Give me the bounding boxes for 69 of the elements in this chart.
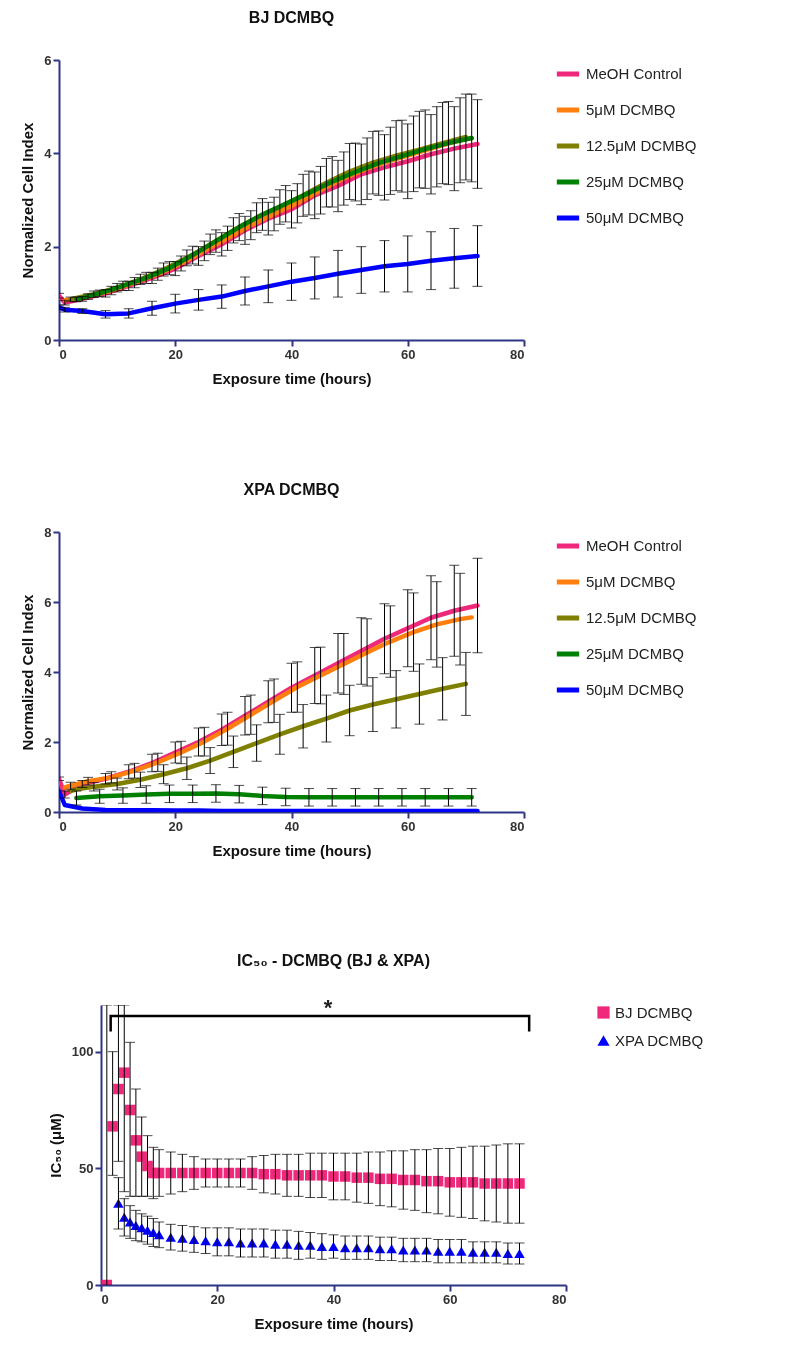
annotation: * — [323, 995, 333, 1021]
x-tick-label: 20 — [210, 1291, 225, 1307]
y-tick-label: 50 — [79, 1160, 94, 1176]
x-tick-label: 60 — [443, 1291, 458, 1307]
y-tick-label: 6 — [44, 594, 52, 610]
point — [421, 1175, 432, 1187]
x-tick-label: 40 — [284, 346, 300, 362]
point — [107, 1121, 118, 1132]
y-axis-title: Normalized Cell Index — [19, 593, 37, 751]
legend-label: 50μM DCMBQ — [586, 681, 684, 698]
legend-label: MeOH Control — [586, 537, 682, 554]
x-tick-label: 0 — [101, 1291, 109, 1307]
x-tick-label: 40 — [284, 818, 300, 834]
x-tick-label: 20 — [168, 818, 183, 834]
point — [235, 1167, 246, 1179]
chart-title: XPA DCMBQ — [243, 481, 340, 498]
point — [444, 1177, 455, 1188]
legend-label: 5μM DCMBQ — [586, 573, 676, 590]
line-series — [59, 788, 480, 812]
point — [113, 1083, 124, 1095]
point — [328, 1171, 339, 1182]
x-tick-label: 0 — [59, 346, 67, 362]
y-axis-title: IC₅₀ (μM) — [46, 1113, 64, 1178]
x-tick-label: 60 — [401, 346, 416, 362]
y-tick-label: 4 — [44, 145, 53, 161]
point — [305, 1170, 316, 1181]
y-tick-label: 2 — [44, 734, 52, 750]
legend-label: MeOH Control — [586, 65, 682, 82]
x-axis-title: Exposure time (hours) — [254, 1314, 414, 1332]
point — [514, 1178, 525, 1189]
line-series — [59, 253, 480, 317]
point — [351, 1172, 362, 1183]
point — [270, 1168, 281, 1180]
x-axis-title: Exposure time (hours) — [212, 841, 372, 859]
legend-label: BJ DCMBQ — [615, 1003, 693, 1021]
legend-label: XPA DCMBQ — [615, 1031, 704, 1049]
x-tick-label: 60 — [401, 818, 416, 834]
point — [200, 1167, 211, 1179]
point — [177, 1167, 188, 1179]
chart-title: IC₅₀ - DCMBQ (BJ & XPA) — [237, 952, 430, 970]
y-tick-label: 8 — [44, 524, 52, 540]
x-tick-label: 40 — [326, 1291, 342, 1307]
legend-label: 12.5μM DCMBQ — [586, 609, 697, 626]
legend-label: 50μM DCMBQ — [586, 209, 684, 226]
point — [491, 1178, 502, 1189]
y-tick-label: 0 — [86, 1277, 94, 1293]
legend-label: 12.5μM DCMBQ — [586, 137, 697, 154]
x-tick-label: 80 — [552, 1291, 567, 1307]
chart-title: BJ DCMBQ — [248, 9, 335, 26]
y-tick-label: 4 — [44, 664, 53, 680]
x-tick-label: 0 — [59, 818, 67, 834]
point — [479, 1178, 490, 1189]
legend-label: 25μM DCMBQ — [586, 173, 684, 190]
point — [293, 1170, 304, 1181]
y-tick-label: 6 — [44, 52, 52, 68]
point — [456, 1177, 467, 1188]
x-axis-title: Exposure time (hours) — [212, 369, 372, 387]
y-tick-label: 0 — [44, 332, 52, 348]
legend-label: 5μM DCMBQ — [586, 101, 676, 118]
y-tick-label: 0 — [44, 804, 52, 820]
x-tick-label: 80 — [510, 346, 525, 362]
y-axis-title: Normalized Cell Index — [19, 121, 37, 279]
legend-label: 25μM DCMBQ — [586, 645, 684, 662]
y-tick-label: 2 — [44, 239, 52, 255]
point — [386, 1173, 397, 1185]
point — [363, 1172, 374, 1183]
x-tick-label: 80 — [510, 818, 525, 834]
y-tick-label: 100 — [71, 1044, 94, 1060]
x-tick-label: 20 — [168, 346, 183, 362]
